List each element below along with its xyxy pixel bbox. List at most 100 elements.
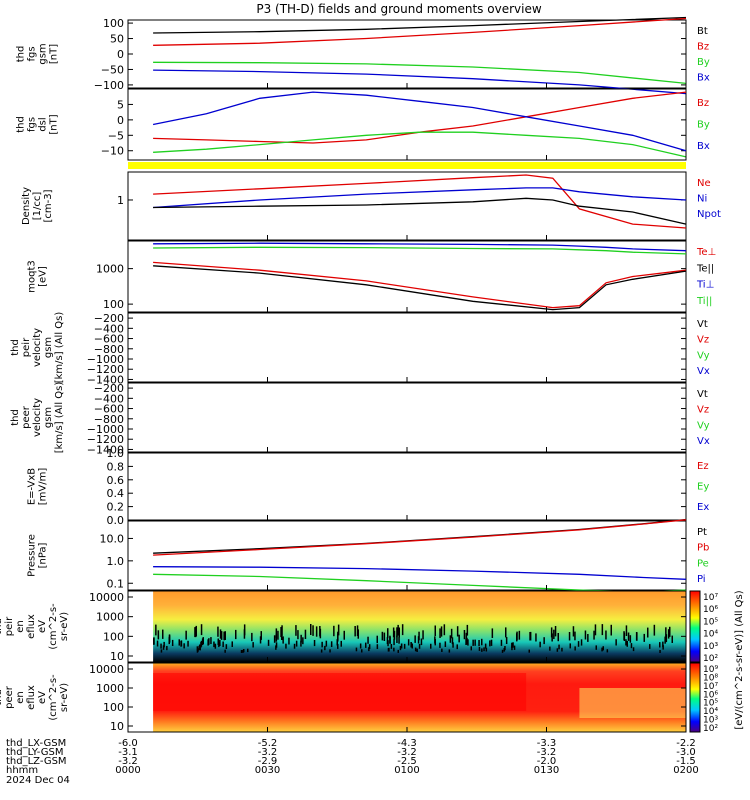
heatmap-speck: [439, 628, 441, 638]
heatmap-speck: [463, 630, 466, 640]
heatmap-speck: [365, 642, 367, 648]
series-line-By: [153, 131, 687, 158]
heatmap-speck: [223, 631, 225, 641]
panel-frame: [127, 19, 687, 89]
y-tick-label: −600: [94, 403, 124, 416]
y-tick-label: 0.2: [107, 501, 125, 514]
heatmap-speck: [397, 649, 399, 653]
series-line-Pi: [153, 566, 687, 580]
heatmap-speck: [187, 640, 189, 647]
heatmap-speck: [491, 628, 494, 638]
heatmap-speck: [285, 643, 287, 649]
heatmap-speck: [410, 642, 412, 648]
heatmap-speck: [418, 643, 421, 649]
panel-fgs_gsm: 100 50 0 −50 −100 thdfgsgsm[nT] Bt Bz By Bx: [16, 16, 710, 95]
footer-value: -3.2: [118, 756, 138, 767]
heatmap-speck: [219, 629, 222, 639]
heatmap-speck: [478, 646, 481, 651]
legend-Pt: Pt: [697, 527, 707, 538]
heatmap-speck: [490, 639, 493, 646]
heatmap-speck: [210, 637, 212, 645]
heatmap-speck: [430, 643, 432, 649]
heatmap-speck: [222, 641, 224, 648]
colorbar-tick: 10²: [703, 654, 718, 664]
heatmap-speck: [168, 635, 171, 643]
heatmap-speck: [376, 644, 379, 649]
panel-temperature: 1000 100 moqt3[eV] Te⊥ Te|| Ti⊥ Ti||: [27, 240, 716, 313]
heatmap-speck: [512, 642, 514, 648]
y-tick-label: 0.0: [107, 514, 125, 527]
colorbar-tick: 10⁴: [703, 707, 718, 717]
heatmap-speck: [572, 626, 575, 637]
heatmap-speck: [625, 625, 628, 636]
heatmap-speck: [355, 647, 358, 652]
heatmap-speck: [324, 645, 326, 651]
heatmap-speck: [587, 634, 589, 642]
heatmap-speck: [304, 629, 307, 639]
heatmap-speck: [516, 631, 518, 641]
heatmap-speck: [320, 649, 323, 653]
heatmap-speck: [577, 641, 580, 647]
footer-value: 0200: [673, 765, 698, 776]
heatmap-speck: [414, 647, 417, 652]
heatmap-speck: [368, 644, 371, 649]
heatmap-speck: [247, 648, 249, 653]
series-line-Bz: [153, 17, 687, 46]
y-tick-label: 1000: [96, 611, 124, 624]
y-axis-label: thdpeervelocitygsm[km/s] (All Qs): [10, 382, 65, 454]
y-tick-label: −800: [94, 413, 124, 426]
heatmap-speck: [381, 631, 384, 641]
colorbar-tick: 10⁶: [703, 605, 718, 615]
panel-fgs_dsl: 5 0 −5 −10 thdfgsdsl[nT] Bz By Bx: [16, 88, 710, 161]
heatmap-speck: [569, 643, 571, 649]
heatmap-speck: [171, 639, 174, 646]
heatmap-speck: [416, 648, 418, 652]
y-tick-label: 100: [103, 630, 124, 643]
heatmap-speck: [630, 643, 633, 649]
series-line-Ne: [153, 174, 687, 229]
heatmap-speck: [390, 644, 393, 649]
heatmap-speck: [178, 639, 180, 646]
heatmap-speck: [602, 646, 604, 651]
heatmap-speck: [452, 642, 454, 648]
heatmap-speck: [162, 645, 165, 650]
heatmap-speck: [275, 645, 277, 650]
heatmap-speck: [275, 628, 278, 638]
heatmap-speck: [665, 634, 668, 643]
colorbar-label: [eV/(cm^2-s-sr-eV)] (All Qs): [734, 590, 745, 729]
heatmap-speck: [333, 625, 335, 637]
heatmap-speck: [200, 624, 203, 636]
heatmap-speck: [662, 645, 664, 650]
heatmap-speck: [160, 649, 163, 653]
heatmap-speck: [669, 626, 671, 637]
heatmap-speck: [337, 644, 339, 649]
y-tick-label: 1.0: [107, 555, 125, 568]
heatmap-speck: [627, 632, 630, 641]
heatmap-speck: [466, 624, 469, 636]
heatmap-speck: [259, 636, 262, 644]
y-tick-label: 1000: [96, 682, 124, 695]
panel-peir_vel: −200−400−600−800−1000−1200−1400 thdpeirve…: [10, 312, 710, 387]
colorbar-tick: 10⁶: [703, 690, 718, 700]
colorbar-tick: 10⁸: [703, 673, 718, 683]
y-tick-label: −800: [94, 343, 124, 356]
series-line-Te⊥: [153, 261, 687, 309]
heatmap-speck: [456, 644, 458, 650]
heatmap-speck: [535, 633, 537, 642]
series-line-Pt: [153, 518, 687, 554]
heatmap-speck: [484, 643, 487, 649]
heatmap-speck: [343, 630, 345, 640]
legend-Vx: Vx: [697, 436, 710, 447]
panel-density: 1 Density[1/cc][cm-3] Ne Ni Npot: [21, 171, 721, 241]
legend-Vt: Vt: [697, 389, 708, 400]
legend-Ez: Ez: [697, 461, 709, 472]
heatmap-speck: [220, 631, 223, 640]
y-tick-label: −10: [101, 145, 124, 158]
heatmap-speck: [396, 627, 398, 638]
panel-efield: 1.00.80.60.40.20.0 E=-VxB[mV/m] Ez Ey Ex: [27, 447, 710, 527]
heatmap-speck: [202, 637, 204, 645]
footer-value: -2.0: [537, 756, 557, 767]
series-line-Pb: [153, 519, 687, 556]
heatmap-speck: [626, 641, 628, 647]
